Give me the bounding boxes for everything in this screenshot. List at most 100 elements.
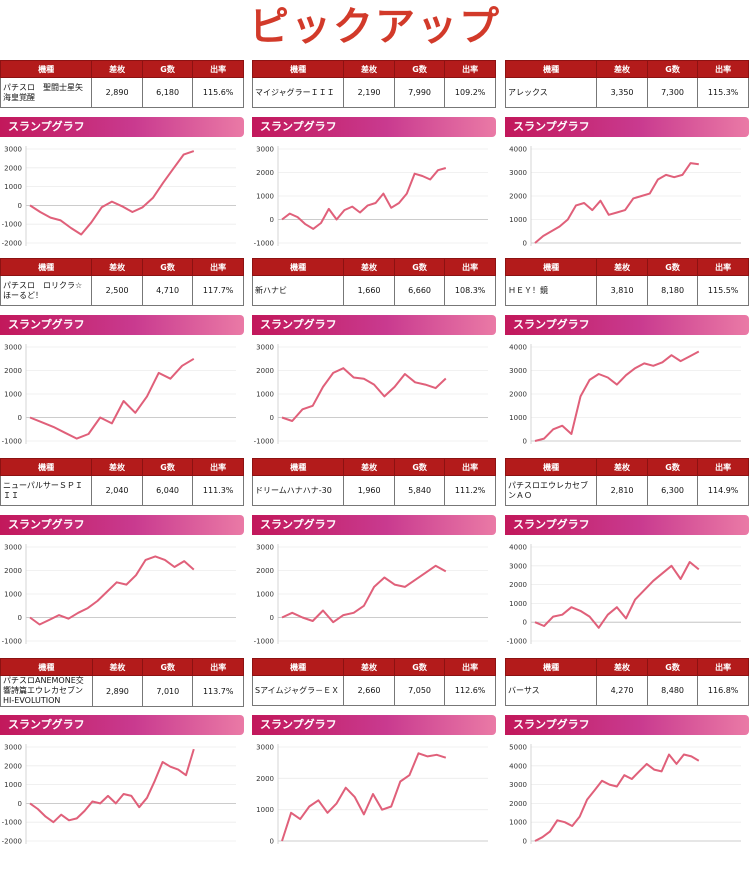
header-cell: 出率 xyxy=(697,658,749,676)
cell-rate: 109.2% xyxy=(444,77,496,108)
header-cell: G数 xyxy=(646,258,699,276)
y-tick-label: 3000 xyxy=(256,744,274,752)
cell-diff: 2,890 xyxy=(91,77,143,108)
y-tick-label: 4000 xyxy=(509,146,527,154)
cell-games: 4,710 xyxy=(141,275,194,306)
header-cell: 出率 xyxy=(192,658,244,676)
y-tick-label: 2000 xyxy=(509,581,527,589)
header-cell: 機種 xyxy=(251,60,345,78)
y-tick-label: 1000 xyxy=(509,819,527,827)
y-tick-label: 0 xyxy=(523,438,527,446)
y-tick-label: 3000 xyxy=(256,544,274,552)
y-tick-label: 1000 xyxy=(4,391,22,399)
slump-graph-banner: スランプグラフ xyxy=(252,117,496,137)
y-tick-label: 3000 xyxy=(509,781,527,789)
machine-spec-table: 機種 差枚 G数 出率 パチスロ 聖闘士星矢海皇覚醒 2,890 6,180 115.6% xyxy=(0,60,244,108)
y-tick-label: 1000 xyxy=(256,806,274,814)
header-cell: 出率 xyxy=(697,60,749,78)
cell-games: 7,990 xyxy=(393,77,446,108)
y-tick-label: 2000 xyxy=(4,164,22,172)
cell-diff: 2,190 xyxy=(343,77,395,108)
y-tick-label: 4000 xyxy=(509,544,527,552)
cell-games: 6,660 xyxy=(393,275,446,306)
header-cell: G数 xyxy=(646,60,699,78)
header-cell: 出率 xyxy=(697,258,749,276)
slump-graph: 3000 2000 1000 0 -1000 xyxy=(2,544,236,646)
y-tick-label: 1000 xyxy=(4,781,22,789)
header-cell: 差枚 xyxy=(596,658,648,676)
cell-rate: 115.3% xyxy=(697,77,749,108)
header-cell: 機種 xyxy=(251,258,345,276)
header-cell: 差枚 xyxy=(343,258,395,276)
slump-graph-banner: スランプグラフ xyxy=(0,715,244,735)
header-cell: 差枚 xyxy=(91,658,144,676)
cell-games: 6,300 xyxy=(646,475,699,506)
machine-spec-table: 機種 差枚 G数 出率 パチスロANEMONE交響詩篇エウレカセブンHI-EVOLUTI… xyxy=(0,658,244,707)
slump-series-line xyxy=(534,350,700,442)
header-cell: 出率 xyxy=(444,60,496,78)
slump-series-line xyxy=(29,748,195,824)
cell-rate: 111.2% xyxy=(444,475,496,506)
cell-diff: 1,660 xyxy=(343,275,395,306)
header-cell: 出率 xyxy=(192,258,244,276)
y-tick-label: 2000 xyxy=(4,567,22,575)
y-tick-label: 2000 xyxy=(4,762,22,770)
cell-games: 8,180 xyxy=(646,275,699,306)
cell-name: アレックス xyxy=(504,77,598,108)
slump-series-line xyxy=(29,150,195,236)
y-tick-label: 0 xyxy=(523,838,527,846)
cell-rate: 112.6% xyxy=(444,675,496,706)
slump-graph-banner: スランプグラフ xyxy=(252,515,496,535)
slump-series-line xyxy=(281,167,447,230)
cell-diff: 2,040 xyxy=(91,475,143,506)
slump-graph: 3000 2000 1000 0 -1000 xyxy=(2,344,236,446)
header-cell: 出率 xyxy=(192,458,244,476)
cell-games: 8,480 xyxy=(646,675,699,706)
cell-rate: 114.9% xyxy=(697,475,749,506)
slump-series-line xyxy=(534,561,700,629)
y-tick-label: 3000 xyxy=(4,544,22,552)
cell-diff: 2,810 xyxy=(596,475,648,506)
slump-series-line xyxy=(29,357,195,440)
header-cell: 機種 xyxy=(504,458,598,476)
cell-name: パチスロ 聖闘士星矢海皇覚醒 xyxy=(0,77,93,108)
y-tick-label: 3000 xyxy=(256,146,274,154)
header-cell: G数 xyxy=(393,258,446,276)
y-tick-label: 0 xyxy=(18,202,22,210)
cell-rate: 115.6% xyxy=(192,77,244,108)
y-tick-label: 1000 xyxy=(4,591,22,599)
slump-graph: 4000 3000 2000 1000 0 xyxy=(509,344,741,446)
y-tick-label: -1000 xyxy=(2,438,22,446)
cell-rate: 113.7% xyxy=(192,675,244,707)
header-cell: G数 xyxy=(142,658,194,676)
slump-graph: 3000 2000 1000 0 -1000 xyxy=(254,146,488,248)
machine-spec-table: 機種 差枚 G数 出率 Sアイムジャグラ－ＥＸ 2,660 7,050 112.6% xyxy=(251,658,496,706)
machine-spec-table: 機種 差枚 G数 出率 バーサス 4,270 8,480 116.8% xyxy=(504,658,749,706)
y-tick-label: 4000 xyxy=(509,344,527,352)
slump-graph-banner: スランプグラフ xyxy=(252,315,496,335)
header-cell: 差枚 xyxy=(343,60,395,78)
slump-series-line xyxy=(534,753,700,842)
y-tick-label: 1000 xyxy=(256,193,274,201)
machine-spec-table: 機種 差枚 G数 出率 ドリームハナハナ-30 1,960 5,840 111.2% xyxy=(251,458,496,506)
y-tick-label: 3000 xyxy=(256,344,274,352)
header-cell: 機種 xyxy=(0,60,93,78)
machine-spec-table: 機種 差枚 G数 出率 新ハナビ 1,660 6,660 108.3% xyxy=(251,258,496,306)
y-tick-label: 3000 xyxy=(509,169,527,177)
cell-games: 6,180 xyxy=(141,77,194,108)
slump-series-line xyxy=(281,752,447,842)
cell-name: ＨＥＹ！鏡 xyxy=(504,275,598,306)
header-cell: 出率 xyxy=(192,60,244,78)
slump-graph: 3000 2000 1000 0 -1000 xyxy=(254,344,488,446)
page-title: ピックアップ xyxy=(249,4,501,50)
y-tick-label: 0 xyxy=(18,414,22,422)
y-tick-label: 2000 xyxy=(256,567,274,575)
y-tick-label: 2000 xyxy=(509,193,527,201)
header-cell: G数 xyxy=(393,60,446,78)
header-cell: 出率 xyxy=(444,458,496,476)
cell-name: Sアイムジャグラ－ＥＸ xyxy=(251,675,345,706)
y-tick-label: -1000 xyxy=(2,638,22,646)
y-tick-label: -1000 xyxy=(254,240,274,248)
slump-graph: 4000 3000 2000 1000 0 -1000 xyxy=(507,544,741,646)
cell-name: 新ハナビ xyxy=(251,275,345,306)
